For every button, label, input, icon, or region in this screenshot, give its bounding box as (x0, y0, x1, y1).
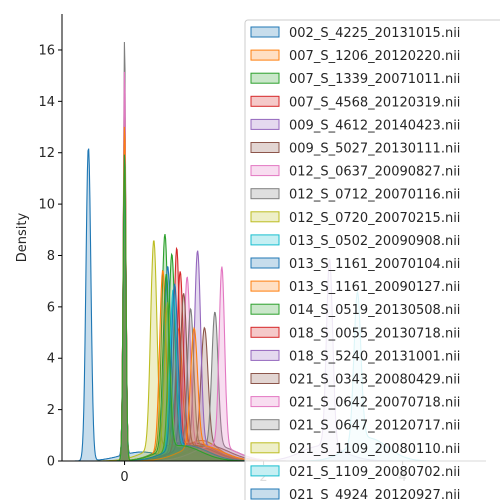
y-tick-label: 0 (47, 455, 55, 470)
legend-item: 012_S_0712_20070116.nii (250, 188, 460, 203)
legend-label: 002_S_4225_20131015.nii (289, 26, 460, 41)
legend-swatch (250, 442, 280, 454)
legend-swatch (250, 142, 280, 153)
legend-swatch (250, 488, 280, 500)
legend-label: 013_S_1161_20070104.nii (289, 257, 460, 272)
y-tick-label: 16 (38, 43, 55, 58)
legend-item: 013_S_1161_20070104.nii (250, 257, 460, 272)
y-tick-label: 4 (47, 352, 55, 367)
x-tick-label: 0 (120, 470, 128, 485)
legend-swatch (250, 373, 280, 384)
legend-frame (244, 19, 500, 500)
y-ticks: 0 2 4 6 8 10 12 14 16 (38, 43, 62, 470)
legend-label: 007_S_1339_20071011.nii (289, 72, 460, 87)
legend-swatch (250, 26, 280, 38)
legend-swatch (250, 118, 280, 130)
legend-item: 021_S_4924_20120927.nii (250, 488, 460, 500)
legend-swatch (250, 95, 280, 107)
legend-item: 002_S_4225_20131015.nii (250, 26, 460, 41)
legend-label: 021_S_0343_20080429.nii (289, 373, 460, 388)
y-tick-label: 2 (47, 403, 55, 418)
legend-label: 013_S_0502_20090908.nii (289, 234, 460, 249)
legend-swatch (250, 396, 280, 408)
y-tick-label: 8 (47, 249, 55, 264)
legend-label: 012_S_0720_20070215.nii (289, 211, 460, 226)
legend-swatch (250, 419, 280, 431)
legend-label: 007_S_1206_20120220.nii (289, 49, 460, 64)
legend-item: 021_S_1109_20080702.nii (250, 465, 460, 480)
legend-label: 013_S_1161_20090127.nii (289, 280, 460, 295)
legend-label: 009_S_4612_20140423.nii (289, 118, 460, 133)
legend-swatch (250, 465, 280, 477)
legend: 002_S_4225_20131015.nii 007_S_1206_201202… (244, 19, 500, 500)
legend-item: 012_S_0720_20070215.nii (250, 211, 460, 226)
legend-item: 007_S_1206_20120220.nii (250, 49, 460, 64)
legend-item: 021_S_0642_20070718.nii (250, 396, 460, 411)
legend-swatch (250, 280, 280, 292)
legend-swatch (250, 326, 280, 338)
legend-item: 013_S_0502_20090908.nii (250, 234, 460, 249)
legend-item: 007_S_4568_20120319.nii (250, 95, 460, 110)
legend-label: 021_S_1109_20080110.nii (289, 442, 460, 457)
legend-label: 012_S_0712_20070116.nii (289, 188, 460, 203)
legend-label: 018_S_0055_20130718.nii (289, 326, 460, 341)
legend-label: 021_S_1109_20080702.nii (289, 465, 460, 480)
y-tick-label: 6 (47, 300, 55, 315)
legend-item: 014_S_0519_20130508.nii (250, 303, 460, 318)
legend-item: 009_S_5027_20130111.nii (250, 142, 460, 157)
legend-label: 012_S_0637_20090827.nii (289, 165, 460, 180)
legend-item: 013_S_1161_20090127.nii (250, 280, 460, 295)
legend-item: 018_S_5240_20131001.nii (250, 349, 460, 364)
legend-swatch (250, 72, 280, 84)
legend-swatch (250, 234, 280, 246)
legend-item: 021_S_0647_20120717.nii (250, 419, 460, 434)
legend-item: 021_S_0343_20080429.nii (250, 373, 460, 388)
legend-label: 007_S_4568_20120319.nii (289, 95, 460, 110)
legend-item: 018_S_0055_20130718.nii (250, 326, 460, 341)
y-tick-label: 14 (38, 95, 55, 110)
legend-item: 007_S_1339_20071011.nii (250, 72, 460, 87)
y-axis-label: Density (15, 212, 30, 262)
legend-swatch (250, 303, 280, 315)
legend-label: 021_S_0642_20070718.nii (289, 396, 460, 411)
legend-swatch (250, 165, 280, 177)
legend-swatch (250, 349, 280, 361)
legend-item: 012_S_0637_20090827.nii (250, 165, 460, 180)
legend-label: 021_S_0647_20120717.nii (289, 419, 460, 434)
legend-swatch (250, 257, 280, 269)
legend-label: 018_S_5240_20131001.nii (289, 349, 460, 364)
legend-label: 009_S_5027_20130111.nii (289, 142, 460, 157)
legend-item: 021_S_1109_20080110.nii (250, 442, 460, 457)
y-tick-label: 10 (38, 198, 55, 213)
legend-item: 009_S_4612_20140423.nii (250, 118, 460, 133)
legend-swatch (250, 49, 280, 61)
legend-swatch (250, 211, 280, 223)
legend-label: 014_S_0519_20130508.nii (289, 303, 460, 318)
legend-swatch (250, 188, 280, 200)
y-tick-label: 12 (38, 146, 55, 161)
legend-label: 021_S_4924_20120927.nii (289, 488, 460, 500)
legend-items: 002_S_4225_20131015.nii 007_S_1206_201202… (250, 26, 460, 500)
